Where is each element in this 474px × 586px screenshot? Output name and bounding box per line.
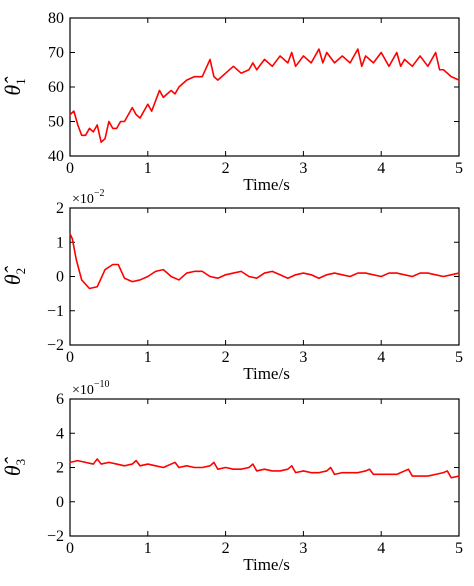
x-tick-label-1: 4 xyxy=(377,160,385,177)
plot-area-2 xyxy=(69,207,460,346)
x-tick-label-1: 5 xyxy=(455,160,463,177)
x-tick-label-3: 0 xyxy=(66,540,74,557)
y-tick-label-2: −2 xyxy=(47,337,64,354)
y-tick-label-1: 70 xyxy=(48,45,64,62)
x-axis-label-1: Time/s xyxy=(243,175,290,194)
y-tick-label-3: 0 xyxy=(56,494,64,511)
plot-area-1 xyxy=(69,17,460,157)
y-axis-subscript-1: 1 xyxy=(13,78,28,85)
y-axis-subscript-3: 3 xyxy=(13,459,28,466)
series-line-3 xyxy=(69,458,460,479)
x-tick-label-2: 2 xyxy=(222,349,230,366)
y-tick-label-2: 1 xyxy=(56,234,64,251)
x-tick-label-3: 3 xyxy=(299,540,307,557)
y-multiplier-2: ×10−2 xyxy=(72,188,105,207)
y-multiplier-exp-2: −2 xyxy=(94,188,105,199)
y-multiplier-base-3: ×10 xyxy=(72,383,94,398)
y-tick-label-3: 6 xyxy=(56,391,64,408)
y-tick-label-3: 4 xyxy=(56,425,64,442)
y-tick-label-2: 2 xyxy=(56,200,64,217)
y-axis-label-3: θ̂3 xyxy=(0,456,28,476)
y-multiplier-3: ×10−10 xyxy=(72,379,110,398)
x-tick-label-1: 3 xyxy=(299,160,307,177)
x-tick-label-1: 0 xyxy=(66,160,74,177)
x-axis-label-3: Time/s xyxy=(243,555,290,574)
y-tick-label-2: 0 xyxy=(56,269,64,286)
y-axis-label-2: θ̂2 xyxy=(0,265,28,285)
y-axis-label-1: θ̂1 xyxy=(0,76,28,96)
y-tick-label-2: −1 xyxy=(47,303,64,320)
chart-panel-1: 0 1 2 3 4 5 40 50 60 70 80 Time/s θ̂1 xyxy=(0,10,463,194)
x-tick-label-1: 1 xyxy=(144,160,152,177)
x-tick-label-3: 4 xyxy=(377,540,385,557)
x-tick-label-1: 2 xyxy=(222,160,230,177)
y-tick-label-1: 60 xyxy=(48,79,64,96)
x-tick-label-2: 5 xyxy=(455,349,463,366)
plot-area-3 xyxy=(69,398,460,537)
x-tick-label-3: 1 xyxy=(144,540,152,557)
y-tick-label-1: 50 xyxy=(48,114,64,131)
y-tick-label-3: −2 xyxy=(47,528,64,545)
y-axis-subscript-2: 2 xyxy=(13,268,28,275)
x-tick-label-2: 1 xyxy=(144,349,152,366)
series-line-1 xyxy=(69,48,460,143)
x-tick-label-2: 4 xyxy=(377,349,385,366)
y-multiplier-base-2: ×10 xyxy=(72,192,94,207)
x-axis-label-2: Time/s xyxy=(243,364,290,383)
series-line-2 xyxy=(69,232,460,290)
y-multiplier-exp-3: −10 xyxy=(94,379,110,390)
x-tick-label-3: 2 xyxy=(222,540,230,557)
x-tick-label-2: 0 xyxy=(66,349,74,366)
x-tick-label-3: 5 xyxy=(455,540,463,557)
x-tick-label-2: 3 xyxy=(299,349,307,366)
y-tick-label-1: 80 xyxy=(48,10,64,27)
y-tick-label-1: 40 xyxy=(48,148,64,165)
y-tick-label-3: 2 xyxy=(56,460,64,477)
